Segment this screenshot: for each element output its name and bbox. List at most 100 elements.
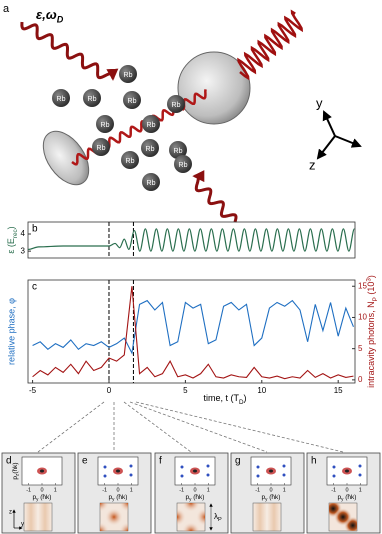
momentum-axis-label: py (ħk) (109, 494, 128, 502)
text-part: P (372, 297, 379, 301)
panel-label: e (82, 456, 88, 467)
text-part: y (36, 496, 39, 501)
plot-frame (27, 279, 356, 384)
x-tick-label: -5 (29, 386, 37, 395)
text-part: y (189, 496, 192, 501)
momentum-tick-label: 1 (283, 487, 286, 493)
drive-field (192, 170, 238, 223)
atom (119, 65, 137, 83)
side-peak (282, 473, 286, 477)
side-peak (103, 465, 107, 469)
x-tick-label: 10 (257, 386, 266, 395)
momentum-tick-label: 1 (54, 487, 57, 493)
text-part: (ħk) (343, 494, 356, 501)
momentum-tick-label: 0 (269, 487, 272, 493)
y2-tick-label: 10 (358, 313, 367, 322)
atom (123, 91, 141, 109)
y2-tick-label: 5 (358, 344, 363, 353)
text-part: D (239, 399, 244, 406)
momentum-tick-label: 1 (207, 487, 210, 493)
momentum-axis-label: py (ħk) (33, 494, 52, 502)
atom-label: Rb (88, 96, 97, 103)
atom (174, 155, 192, 173)
text-part: rec (12, 229, 19, 238)
side-peak (256, 465, 260, 469)
text-part: (ħk) (267, 494, 280, 501)
y-axis-label: ε (Erec) (6, 226, 18, 253)
atom-label: Rb (126, 158, 135, 165)
y-tick-label: 4 (21, 229, 26, 238)
bec-core (269, 469, 273, 473)
atom-label: Rb (97, 145, 106, 152)
momentum-tick-label: 1 (130, 487, 133, 493)
text-part: ε (E (6, 238, 16, 254)
side-peak (358, 464, 362, 468)
text-part: (ħk) (12, 462, 19, 473)
side-peak (332, 465, 336, 469)
text-part: ) (366, 275, 376, 278)
y2-tick-label: 0 (358, 375, 363, 384)
y-axis-label: relative phase, φ (6, 298, 16, 365)
side-peak (282, 464, 286, 468)
x-tick-label: 5 (183, 386, 188, 395)
text-part: (ħk) (191, 494, 204, 501)
atom-label: Rb (101, 122, 110, 129)
momentum-tick-label: -1 (102, 487, 107, 493)
atom-label: Rb (147, 180, 156, 187)
panel-label: d (6, 456, 12, 467)
output-field (237, 9, 304, 81)
side-peak (129, 473, 133, 477)
text-part: p (186, 494, 190, 501)
atom-label: Rb (57, 96, 66, 103)
atom-label: Rb (146, 146, 155, 153)
density-background (23, 502, 53, 532)
connector (123, 401, 192, 453)
x-tick-label: 0 (107, 386, 112, 395)
axis-arrow (316, 135, 336, 160)
panel-label: h (311, 456, 317, 467)
side-peak (206, 464, 210, 468)
plot-frame (27, 221, 356, 259)
atom (141, 139, 159, 157)
x-axis-label: time, t (TD) (203, 393, 246, 405)
text-part: p (109, 494, 113, 501)
text-part: y (112, 496, 115, 501)
side-peak (358, 473, 362, 477)
drive-label: ε,ωD (36, 7, 64, 25)
side-peak (206, 473, 210, 477)
drive-field (20, 21, 119, 81)
momentum-tick-label: 0 (193, 487, 196, 493)
text-part: (ħk) (114, 494, 127, 501)
atom-label: Rb (128, 98, 137, 105)
text-part: λ (214, 512, 218, 521)
panel-label: c (32, 282, 37, 293)
text-part: y (341, 496, 344, 501)
momentum-tick-label: 0 (345, 487, 348, 493)
atom (142, 173, 160, 191)
text-part: time, t (T (203, 393, 239, 403)
atom (142, 115, 160, 133)
atom (121, 151, 139, 169)
connector (135, 401, 344, 453)
atom (167, 95, 185, 113)
atom (169, 141, 187, 159)
text-part: p (12, 476, 19, 480)
text-part: y (265, 496, 268, 501)
momentum-tick-label: -1 (255, 487, 260, 493)
atom-label: Rb (147, 122, 156, 129)
text-part: (ħk) (38, 494, 51, 501)
y2-axis-label: intracavity photons, NP (103) (365, 275, 379, 388)
axis-label: z (309, 157, 316, 172)
right-mirror (177, 51, 251, 125)
atom-label: Rb (124, 72, 133, 79)
atom-label: Rb (172, 102, 181, 109)
atom-label: Rb (179, 162, 188, 169)
panel-label: g (235, 456, 241, 467)
text-part: p (338, 494, 342, 501)
momentum-tick-label: 1 (359, 487, 362, 493)
axis-label: y (21, 522, 24, 528)
series-line (27, 228, 355, 252)
x-tick-label: 15 (334, 386, 343, 395)
text-part: ) (244, 393, 247, 403)
